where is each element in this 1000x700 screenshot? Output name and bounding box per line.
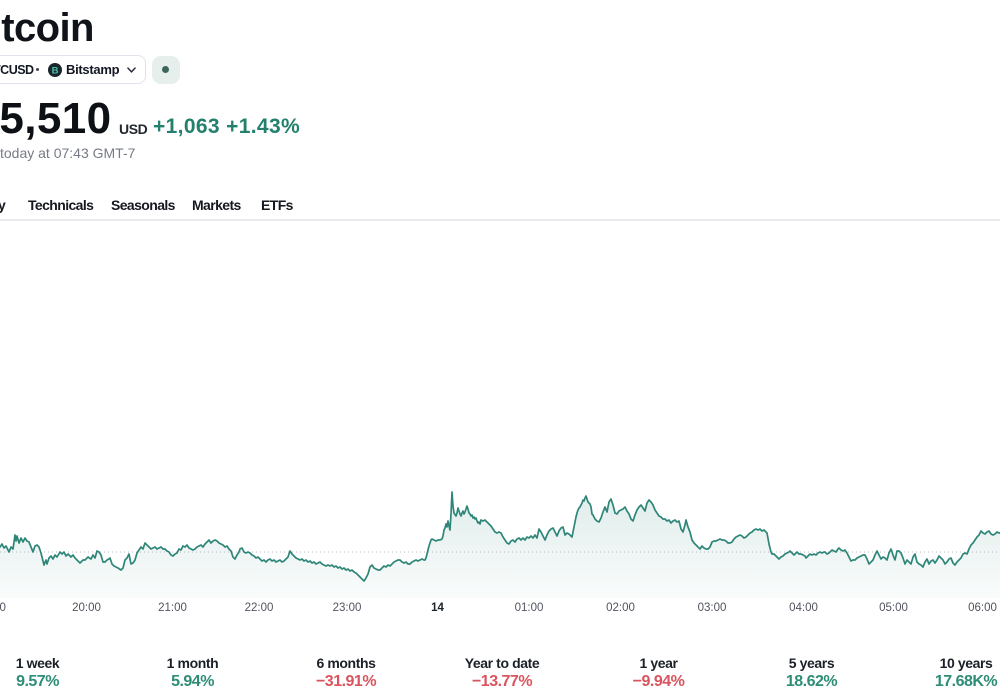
svg-text:B: B [52,65,59,76]
